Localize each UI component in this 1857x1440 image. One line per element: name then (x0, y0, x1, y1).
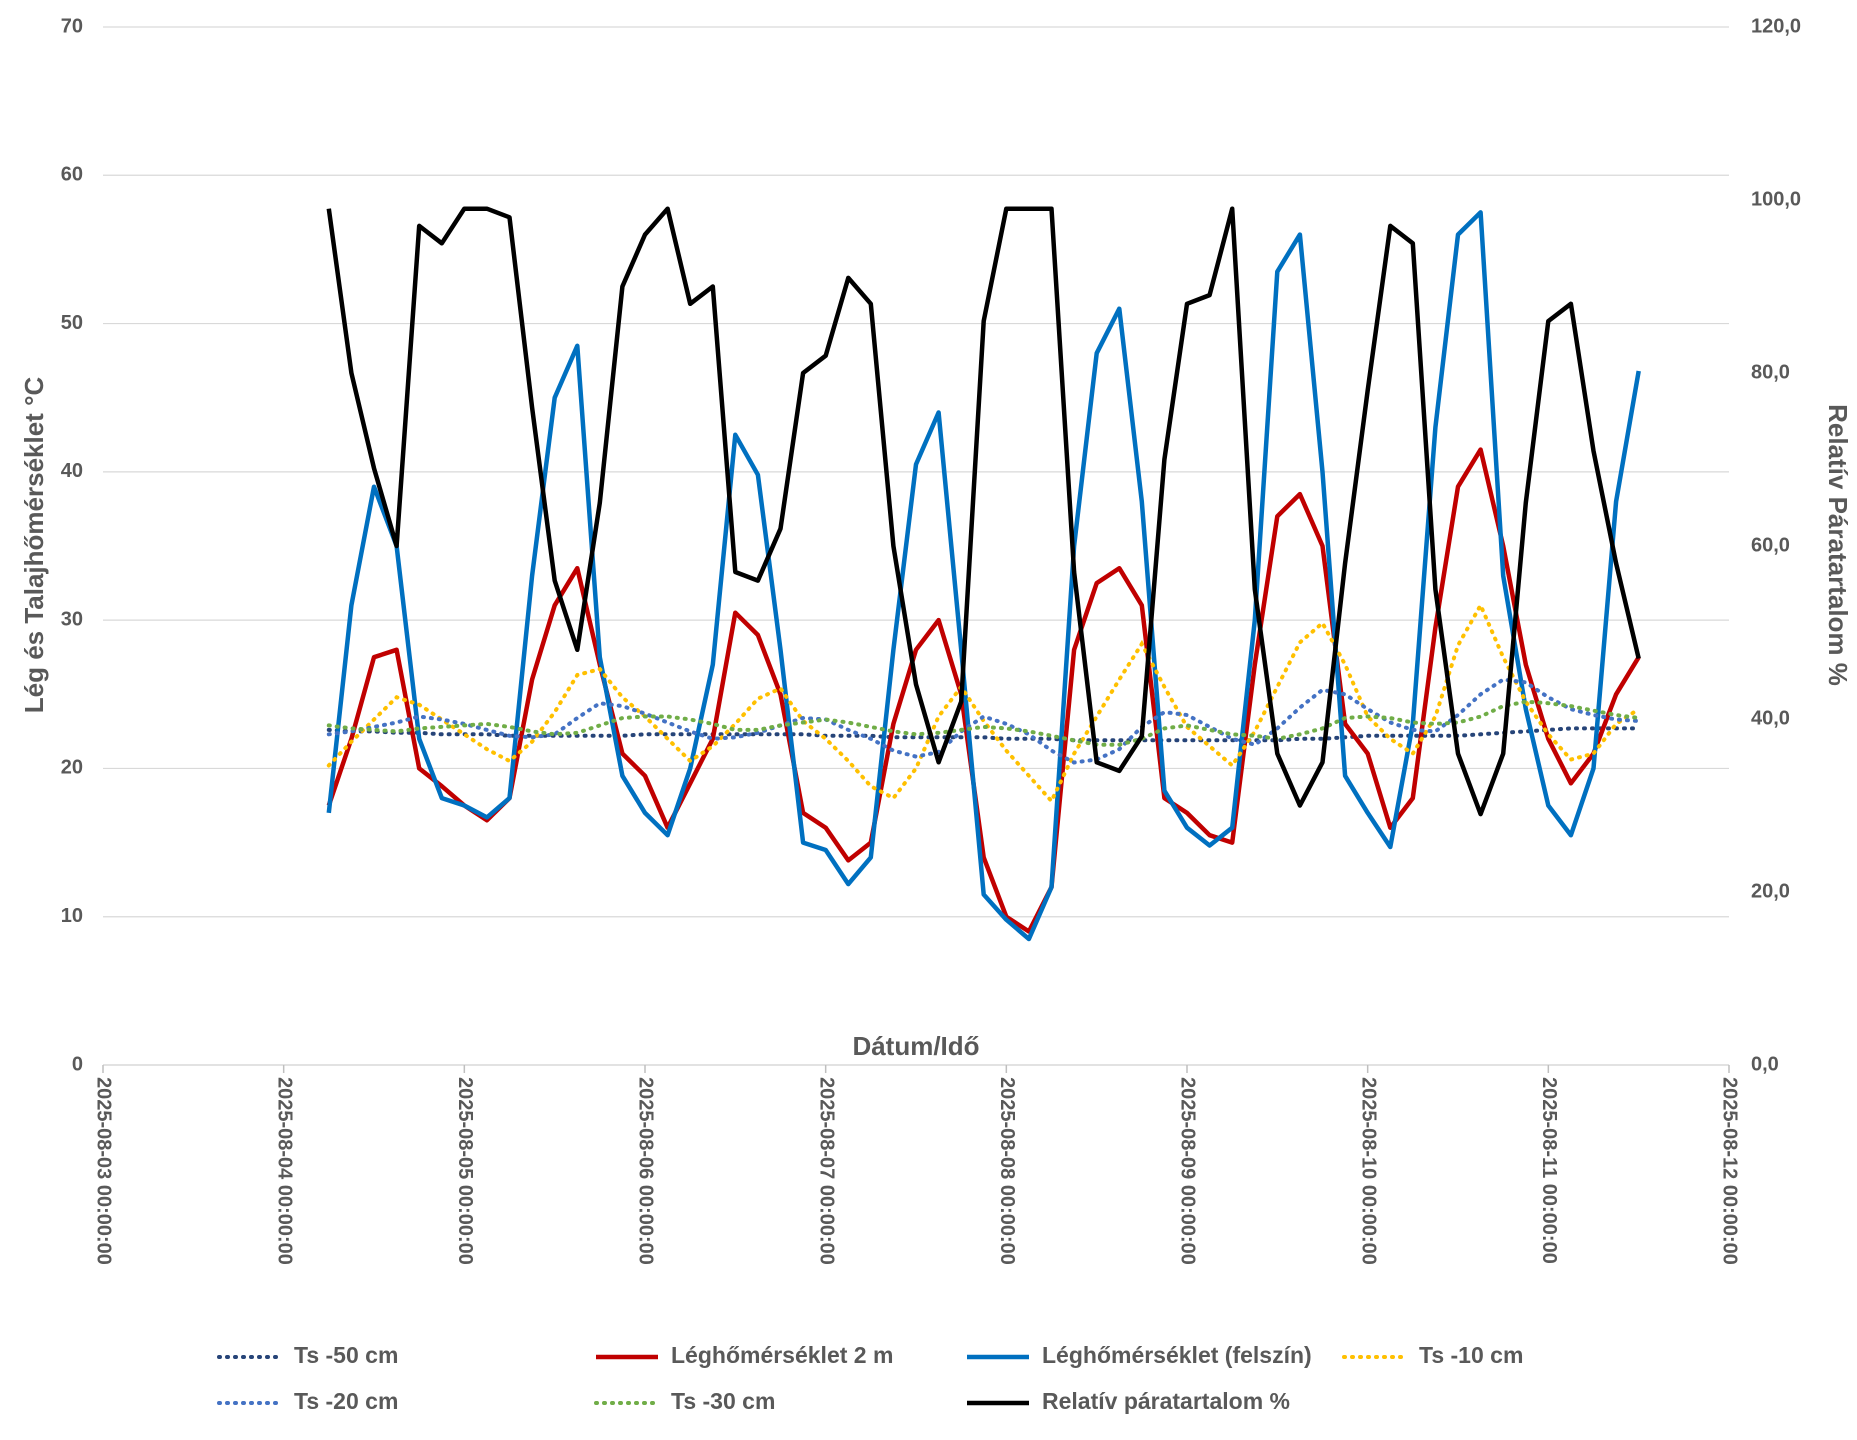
y2-tick-label: 80,0 (1751, 361, 1790, 383)
x-tick-label: 2025-08-08 00:00:00 (996, 1077, 1018, 1265)
y-tick-label: 40 (61, 460, 83, 482)
x-tick-label: 2025-08-11 00:00:00 (1538, 1077, 1560, 1264)
x-tick-label: 2025-08-10 00:00:00 (1357, 1077, 1379, 1265)
x-tick-label: 2025-08-12 00:00:00 (1719, 1077, 1741, 1265)
y2-axis-title: Relatív Páratartalom % (1823, 404, 1853, 686)
y-tick-label: 0 (72, 1053, 83, 1075)
series-line (326, 677, 1641, 765)
x-tick-label: 2025-08-09 00:00:00 (1177, 1077, 1199, 1265)
legend-label: Ts -20 cm (294, 1388, 398, 1414)
series-line (326, 600, 1641, 805)
y2-tick-label: 120,0 (1751, 15, 1801, 37)
x-tick-label: 2025-08-03 00:00:00 (93, 1077, 115, 1265)
y-tick-label: 70 (61, 15, 83, 37)
y2-tick-label: 100,0 (1751, 188, 1801, 210)
y2-tick-label: 0,0 (1751, 1053, 1779, 1075)
y-axis-title: Lég és Talajhőmérséklet °C (19, 377, 49, 714)
x-axis-title: Dátum/Idő (852, 1031, 979, 1061)
legend-label: Ts -30 cm (671, 1388, 775, 1414)
y2-tick-label: 60,0 (1751, 534, 1790, 556)
x-tick-label: 2025-08-05 00:00:00 (454, 1077, 476, 1265)
legend-label: Léghőmérséklet (felszín) (1042, 1342, 1312, 1368)
x-tick-label: 2025-08-06 00:00:00 (635, 1077, 657, 1265)
series-line (326, 447, 1641, 934)
series-line (326, 699, 1641, 747)
legend-label: Relatív páratartalom % (1042, 1388, 1290, 1414)
x-tick-label: 2025-08-04 00:00:00 (273, 1077, 295, 1265)
legend-label: Ts -10 cm (1419, 1342, 1523, 1368)
legend-label: Léghőmérséklet 2 m (671, 1342, 893, 1368)
y-tick-label: 20 (61, 757, 83, 779)
y-tick-label: 50 (61, 312, 83, 334)
x-tick-label: 2025-08-07 00:00:00 (815, 1077, 837, 1265)
y-tick-label: 10 (61, 905, 83, 927)
legend-label: Ts -50 cm (294, 1342, 398, 1368)
series-line (326, 210, 1641, 942)
y-tick-label: 30 (61, 608, 83, 630)
y2-tick-label: 20,0 (1751, 880, 1790, 902)
y2-tick-label: 40,0 (1751, 707, 1790, 729)
y-tick-label: 60 (61, 164, 83, 186)
series-line (326, 206, 1641, 817)
